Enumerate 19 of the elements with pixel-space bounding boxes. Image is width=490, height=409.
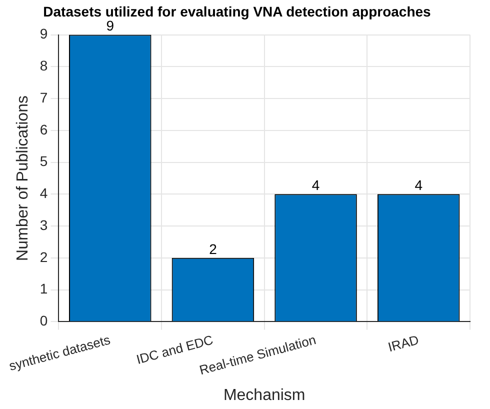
y-tick-label: 8 <box>40 58 48 74</box>
chart-title: Datasets utilized for evaluating VNA detection approaches <box>43 3 432 20</box>
y-tick-label: 2 <box>40 248 48 265</box>
y-tick-label: 6 <box>40 121 48 138</box>
y-tick-label: 7 <box>40 89 48 106</box>
y-tick-label: 5 <box>40 153 48 170</box>
y-axis-title: Number of Publications <box>14 96 32 261</box>
data-label: 4 <box>414 177 423 194</box>
y-tick-label: 3 <box>40 216 48 233</box>
y-tick-label: 0 <box>40 312 48 329</box>
data-label: 9 <box>106 18 114 34</box>
x-tick-label: IRAD <box>386 332 420 355</box>
x-tick-label: synthetic datasets <box>7 332 112 374</box>
y-tick-label: 4 <box>40 185 48 202</box>
y-tick-label: 1 <box>40 280 48 297</box>
y-tick-label: 9 <box>40 26 48 42</box>
data-label: 4 <box>312 177 320 194</box>
data-label: 2 <box>209 240 218 257</box>
x-axis-title: Mechanism <box>223 386 306 404</box>
